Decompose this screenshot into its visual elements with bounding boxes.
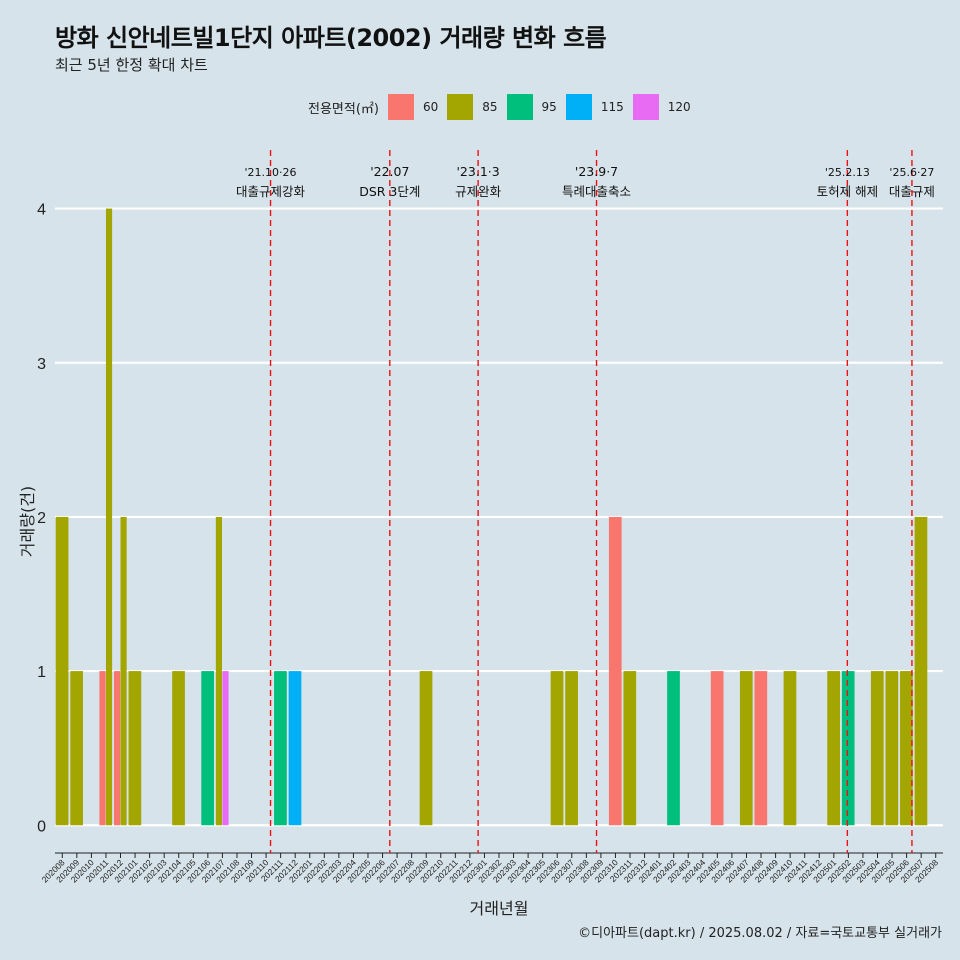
legend-label-85: 85 xyxy=(482,100,498,114)
legend-item-85: 85 xyxy=(447,94,498,120)
y-tick-label-0: 0 xyxy=(37,818,46,835)
event-label-4: 토허제 해제 xyxy=(817,184,878,199)
bar-202507-85 xyxy=(914,516,928,826)
legend-item-115: 115 xyxy=(565,94,624,120)
bar-202505-85 xyxy=(885,671,899,826)
bar-202009-85 xyxy=(70,671,83,826)
legend-swatch-60 xyxy=(387,94,414,120)
y-axis-title: 거래량(건) xyxy=(18,486,37,557)
bar-202501-85 xyxy=(827,671,840,826)
y-tick-label-1: 1 xyxy=(37,664,46,681)
y-tick-label-2: 2 xyxy=(37,510,46,527)
bar-202408-60 xyxy=(754,671,768,826)
legend-label-120: 120 xyxy=(667,100,691,114)
bar-202104-85 xyxy=(172,671,185,826)
bar-202405-60 xyxy=(710,671,724,826)
legend-item-95: 95 xyxy=(506,94,557,120)
y-tick-label-4: 4 xyxy=(37,202,46,219)
bar-202106-95 xyxy=(201,671,215,826)
bar-202107-85 xyxy=(215,516,223,826)
event-label-2: 규제완화 xyxy=(455,184,502,199)
bar-202311-85 xyxy=(623,671,637,826)
bar-202402-95 xyxy=(667,671,680,826)
bar-202209-85 xyxy=(419,671,433,826)
chart-title: 방화 신안네트빌1단지 아파트(2002) 거래량 변화 흐름 xyxy=(55,24,607,52)
event-label-0: 대출규제강화 xyxy=(236,184,306,199)
legend-label-115: 115 xyxy=(600,100,624,114)
event-label-3: 특례대출축소 xyxy=(562,184,631,199)
bar-202111-95 xyxy=(274,671,287,826)
bar-202306-85 xyxy=(550,671,564,826)
legend-swatch-120 xyxy=(632,94,659,120)
legend-swatch-85 xyxy=(447,94,474,120)
legend-label-60: 60 xyxy=(422,100,439,114)
event-date-label-4: '25.2.13 xyxy=(825,166,870,179)
bar-202011-60 xyxy=(99,671,106,826)
legend-label-95: 95 xyxy=(541,100,557,114)
bar-202410-85 xyxy=(783,671,797,826)
legend-swatch-115 xyxy=(565,94,592,120)
bar-202307-85 xyxy=(565,671,578,826)
legend-item-60: 60 xyxy=(387,94,439,120)
x-axis-title: 거래년월 xyxy=(470,899,529,918)
chart-subtitle: 최근 5년 한정 확대 차트 xyxy=(55,56,208,74)
bar-202012-85 xyxy=(120,516,127,826)
legend-swatch-95 xyxy=(506,94,533,120)
y-tick-label-3: 3 xyxy=(37,356,46,373)
bar-202506-85 xyxy=(900,671,913,826)
legend: 전용면적(㎡) 60 85 95 115 120 xyxy=(308,92,700,122)
event-date-label-1: '22.07 xyxy=(370,164,409,179)
bar-202504-85 xyxy=(870,671,884,826)
legend-item-120: 120 xyxy=(632,94,691,120)
bar-202008-85 xyxy=(55,516,69,826)
event-date-label-3: '23.9·7 xyxy=(575,164,618,179)
bar-202407-85 xyxy=(739,671,753,826)
bar-202012-60 xyxy=(113,671,121,826)
bar-202502-95 xyxy=(841,671,855,826)
event-date-label-2: '23.1·3 xyxy=(457,164,500,179)
legend-title: 전용면적(㎡) xyxy=(308,101,379,117)
event-label-1: DSR 3단계 xyxy=(359,184,420,199)
bar-202310-60 xyxy=(608,516,622,826)
event-label-5: 대출규제 xyxy=(889,184,935,199)
event-date-label-5: '25.6·27 xyxy=(889,166,934,179)
source-caption: ©디아파트(dapt.kr) / 2025.08.02 / 자료=국토교통부 실… xyxy=(578,926,942,941)
bar-202112-115 xyxy=(288,671,302,826)
bar-202101-85 xyxy=(128,671,142,826)
event-date-label-0: '21.10·26 xyxy=(245,166,297,179)
bar-202011-85 xyxy=(105,208,113,826)
bar-202107-120 xyxy=(222,671,229,826)
